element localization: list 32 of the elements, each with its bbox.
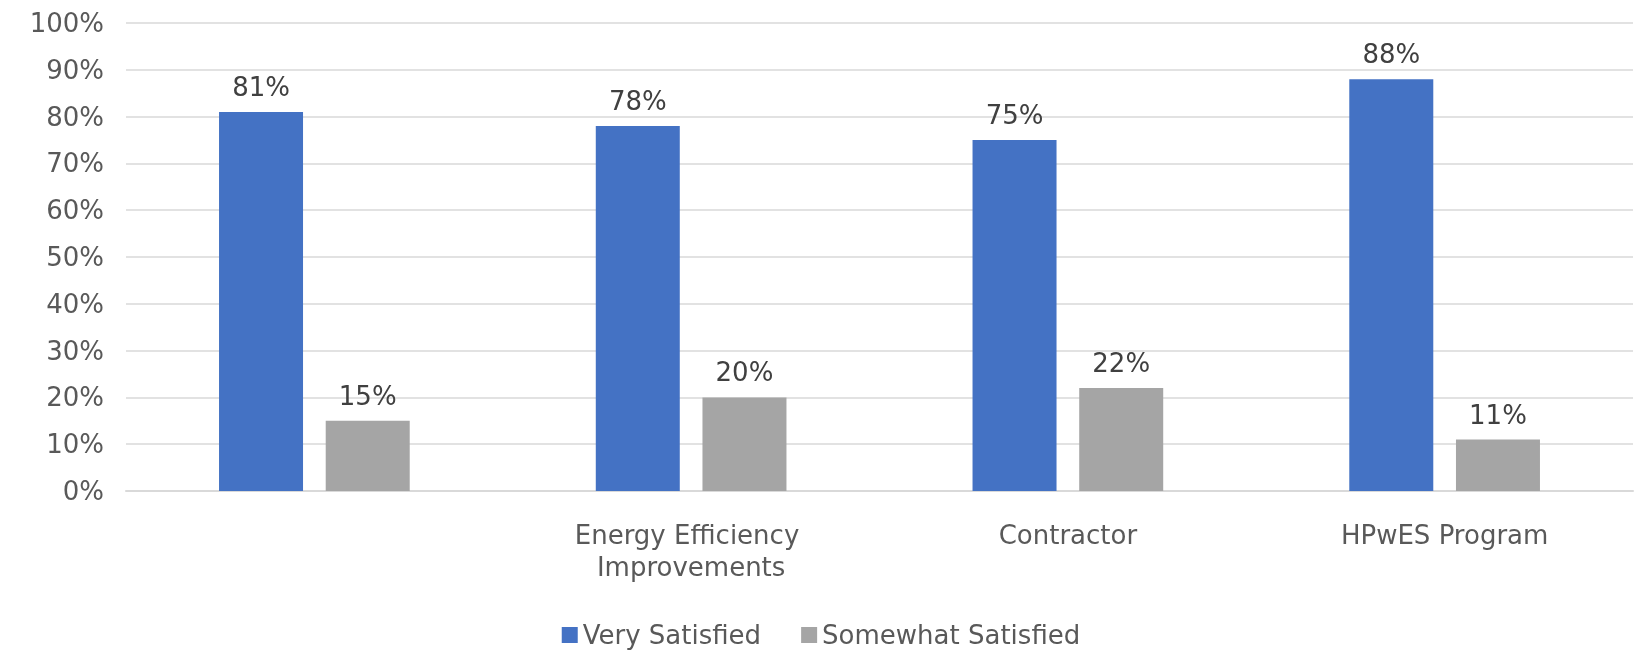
legend-label: Somewhat Satisfied <box>822 620 1081 650</box>
data-label: 81% <box>232 71 290 102</box>
y-tick-label: 100% <box>29 8 104 38</box>
y-tick-label: 40% <box>46 288 104 319</box>
data-label: 78% <box>608 85 667 116</box>
bar <box>595 125 680 491</box>
bar <box>702 397 787 491</box>
bar <box>1079 388 1164 491</box>
y-tick-label: 10% <box>46 429 104 460</box>
bar <box>219 111 304 491</box>
data-label: 22% <box>1092 348 1151 379</box>
data-label: 88% <box>1362 39 1421 70</box>
bar <box>325 420 410 491</box>
y-tick-label: 70% <box>46 148 104 179</box>
y-tick-label: 30% <box>46 335 104 366</box>
x-tick-label: HPwES Program <box>1340 520 1549 550</box>
bar <box>1455 439 1540 491</box>
y-tick-label: 90% <box>46 54 104 85</box>
x-tick-label: Energy Efficiency Improvements <box>574 520 808 582</box>
y-tick-label: 80% <box>46 101 104 132</box>
data-label: 75% <box>985 100 1044 130</box>
y-tick-label: 0% <box>62 476 104 506</box>
legend-label: Very Satisfied <box>582 620 762 650</box>
data-label: 20% <box>715 357 774 388</box>
x-tick-label: Contractor <box>998 520 1138 550</box>
data-label: 11% <box>1469 399 1527 430</box>
data-label: 15% <box>338 380 397 411</box>
y-tick-label: 50% <box>46 242 104 272</box>
y-tick-label: 60% <box>46 195 104 226</box>
bar <box>972 140 1057 491</box>
bar <box>1349 79 1434 491</box>
y-tick-label: 20% <box>46 382 104 413</box>
